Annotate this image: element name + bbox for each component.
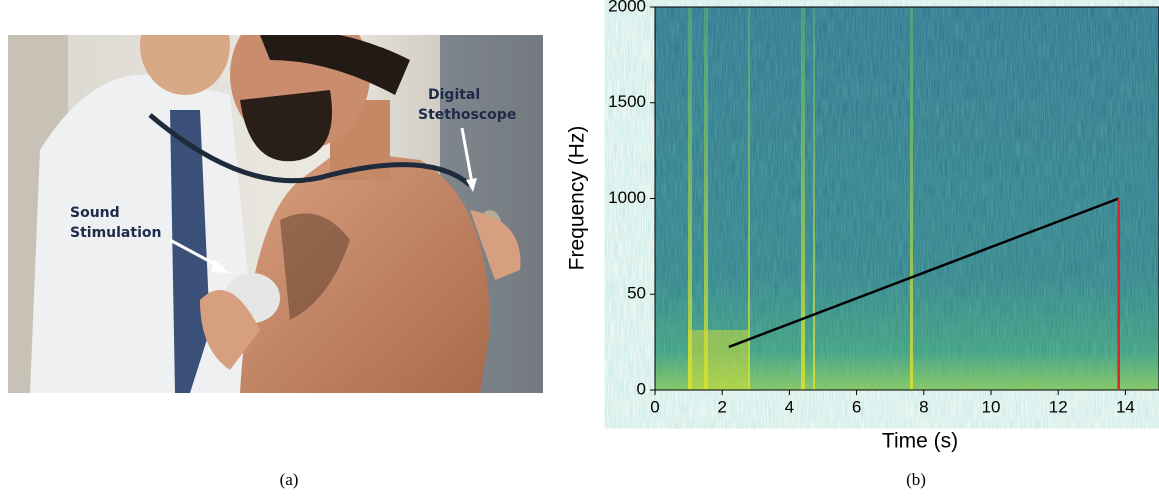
- x-tick-label: 8: [919, 397, 928, 416]
- annotation: Digital: [428, 87, 480, 103]
- figure: Digital Stethoscope Sound Stimulation (a…: [0, 0, 1159, 496]
- y-tick-label: 1000: [608, 188, 646, 207]
- caption: (a): [280, 470, 299, 489]
- y-tick-label: 2000: [608, 0, 646, 15]
- x-tick-label: 10: [982, 397, 1001, 416]
- annotation: Stethoscope: [418, 107, 516, 123]
- y-tick-label: 50: [627, 284, 646, 303]
- y-axis-label: Frequency (Hz): [566, 126, 589, 271]
- spectrogram: [655, 7, 1159, 390]
- annotation: Sound: [70, 205, 120, 221]
- x-tick-label: 6: [852, 397, 861, 416]
- x-tick-label: 2: [717, 397, 726, 416]
- x-axis-label: Time (s): [882, 430, 958, 453]
- caption: (b): [906, 470, 926, 489]
- photo: Digital Stethoscope Sound Stimulation: [8, 0, 543, 393]
- annotation: Stimulation: [70, 225, 161, 241]
- x-tick-label: 12: [1049, 397, 1068, 416]
- x-tick-label: 4: [785, 397, 794, 416]
- y-tick-label: 0: [637, 379, 646, 398]
- x-tick-label: 0: [650, 397, 659, 416]
- x-tick-label: 14: [1116, 397, 1135, 416]
- y-tick-label: 1500: [608, 92, 646, 111]
